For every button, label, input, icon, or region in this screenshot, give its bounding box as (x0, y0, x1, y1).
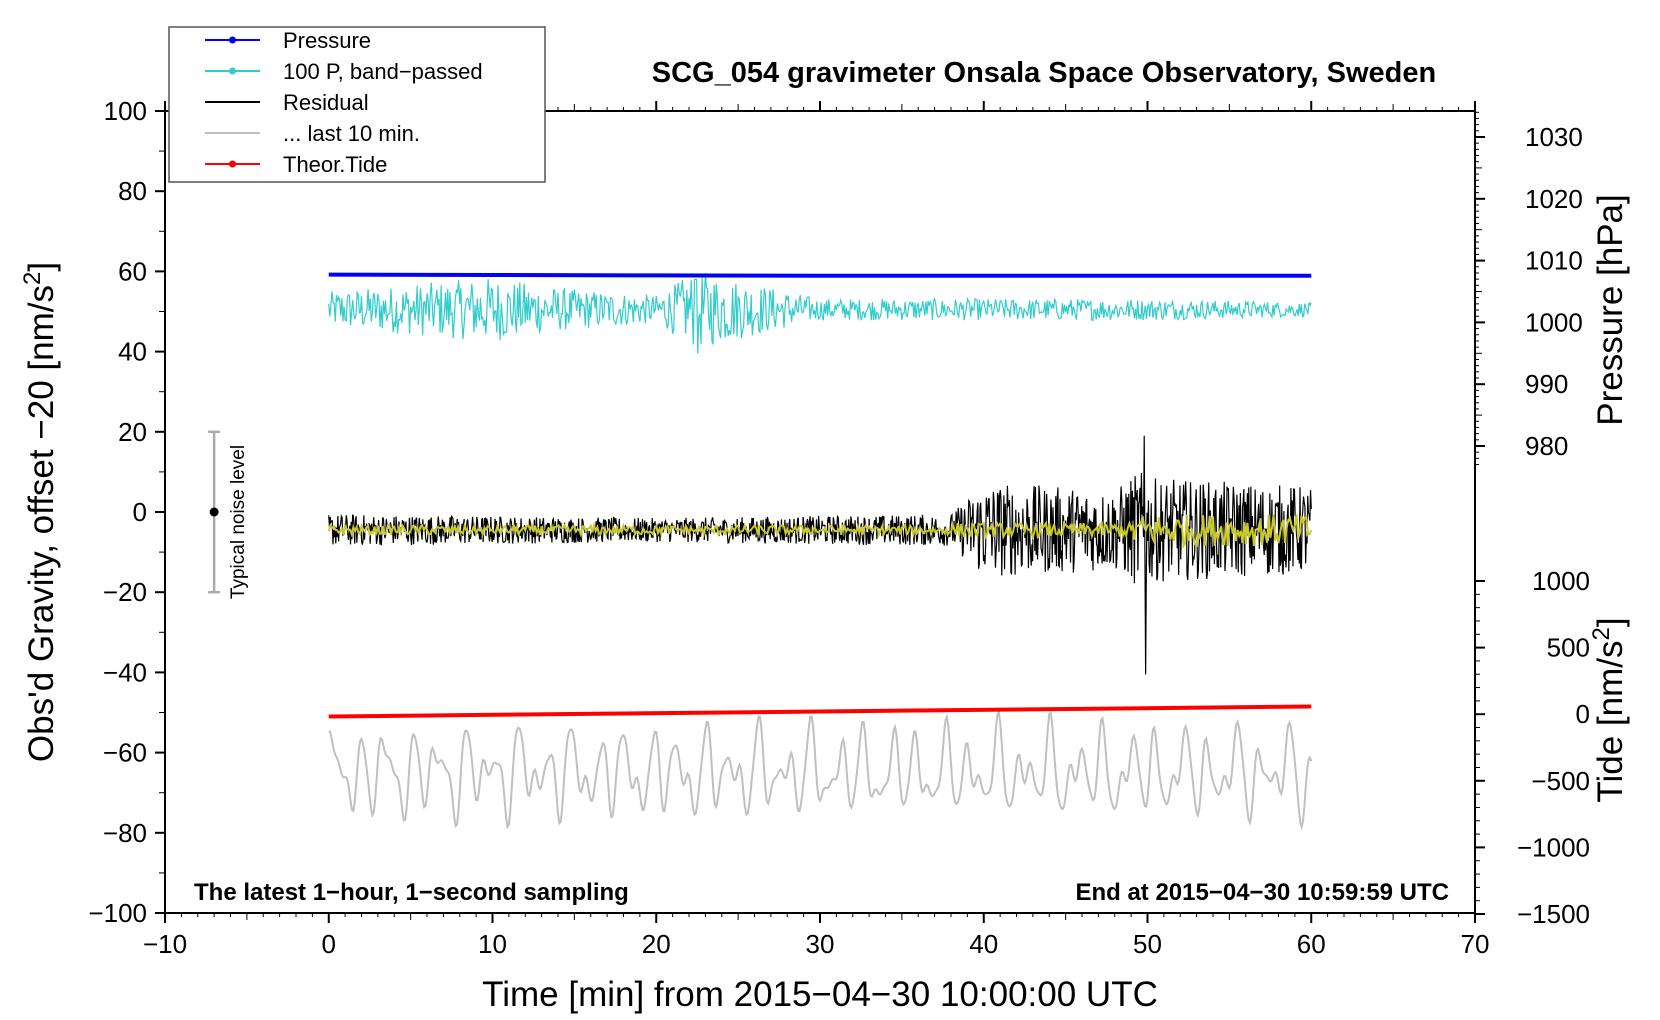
y-left-tick-label: −40 (103, 657, 147, 687)
noise-dot (209, 507, 219, 517)
y-pressure-tick-label: 980 (1525, 431, 1568, 461)
y-left-tick-label: 0 (133, 497, 147, 527)
y-tide-tick-label: 0 (1576, 699, 1590, 729)
y-left-tick-label: −20 (103, 577, 147, 607)
y-tide-axis-label: Tide [nm/s2] (1588, 617, 1631, 802)
x-tick-label: 40 (969, 929, 998, 959)
legend-box (168, 26, 546, 183)
x-tick-label: 30 (806, 929, 835, 959)
y-left-axis-label: Obs'd Gravity, offset −20 [nm/s2] (19, 262, 62, 762)
legend: Pressure 100 P, band−passed Residual ... la… (168, 26, 546, 183)
y-left-tick-label: −80 (103, 818, 147, 848)
y-tide-tick-label: −1000 (1517, 832, 1590, 862)
x-tick-label: 0 (322, 929, 336, 959)
y-pressure-axis-label: Pressure [hPa] (1591, 194, 1630, 426)
note-right: End at 2015−04−30 10:59:59 UTC (1075, 879, 1449, 906)
y-left-tick-label: −100 (88, 898, 147, 928)
last-10-min-line (328, 708, 1313, 831)
legend-marker (229, 160, 236, 168)
pressure-line (328, 272, 1312, 278)
legend-label: Pressure (283, 28, 371, 53)
residual-line (328, 435, 1312, 675)
y-left-tick-label: 40 (118, 337, 147, 367)
x-tick-label: 60 (1297, 929, 1326, 959)
x-tick-label: 50 (1133, 929, 1162, 959)
x-tick-label: 70 (1461, 929, 1490, 959)
series-layer (327, 272, 1313, 831)
y-left-tick-label: 80 (118, 176, 147, 206)
y-left-axis-ticks: 100 80 60 40 20 0 −20 −40 −60 −80 −100 (88, 96, 165, 928)
y-tide-tick-label: 1000 (1532, 566, 1590, 596)
y-pressure-tick-label: 1010 (1525, 246, 1583, 276)
pressure-bandpassed-line (328, 273, 1312, 354)
legend-label: Residual (283, 90, 369, 115)
noise-level-indicator: Typical noise level (208, 430, 249, 599)
y-tide-tick-label: 500 (1547, 633, 1590, 663)
legend-label: Theor.Tide (283, 152, 387, 177)
x-tick-label: 20 (642, 929, 671, 959)
legend-marker (229, 36, 236, 44)
x-tick-label: −10 (143, 929, 187, 959)
theor-tide-line (328, 704, 1312, 719)
y-left-tick-label: 20 (118, 417, 147, 447)
x-axis-ticks: −10 0 10 20 30 40 50 60 70 (143, 101, 1490, 959)
y-pressure-tick-label: 1000 (1525, 307, 1583, 337)
y-pressure-tick-label: 1030 (1525, 122, 1583, 152)
chart-title: SCG_054 gravimeter Onsala Space Observat… (652, 57, 1436, 89)
x-axis-label: Time [min] from 2015−04−30 10:00:00 UTC (482, 975, 1158, 1014)
y-left-tick-label: −60 (103, 738, 147, 768)
y-pressure-tick-label: 1020 (1525, 184, 1583, 214)
legend-marker (229, 67, 236, 75)
residual-smoothed-line (327, 514, 1313, 549)
y-pressure-tick-label: 990 (1525, 369, 1568, 399)
legend-entries: Pressure 100 P, band−passed Residual ... la… (205, 28, 483, 177)
y-tide-axis-ticks: 1000 500 0 −500 −1000 −1500 (1475, 566, 1590, 929)
y-tide-tick-label: −500 (1531, 766, 1590, 796)
y-left-tick-label: 100 (104, 96, 147, 126)
legend-label: 100 P, band−passed (283, 59, 483, 84)
noise-label: Typical noise level (228, 445, 249, 599)
y-left-tick-label: 60 (118, 256, 147, 286)
y-pressure-axis-ticks: 1030 1020 1010 1000 990 980 (1475, 111, 1583, 466)
y-tide-tick-label: −1500 (1517, 899, 1590, 929)
note-left: The latest 1−hour, 1−second sampling (194, 879, 629, 906)
x-tick-label: 10 (478, 929, 507, 959)
legend-label: ... last 10 min. (283, 121, 420, 146)
